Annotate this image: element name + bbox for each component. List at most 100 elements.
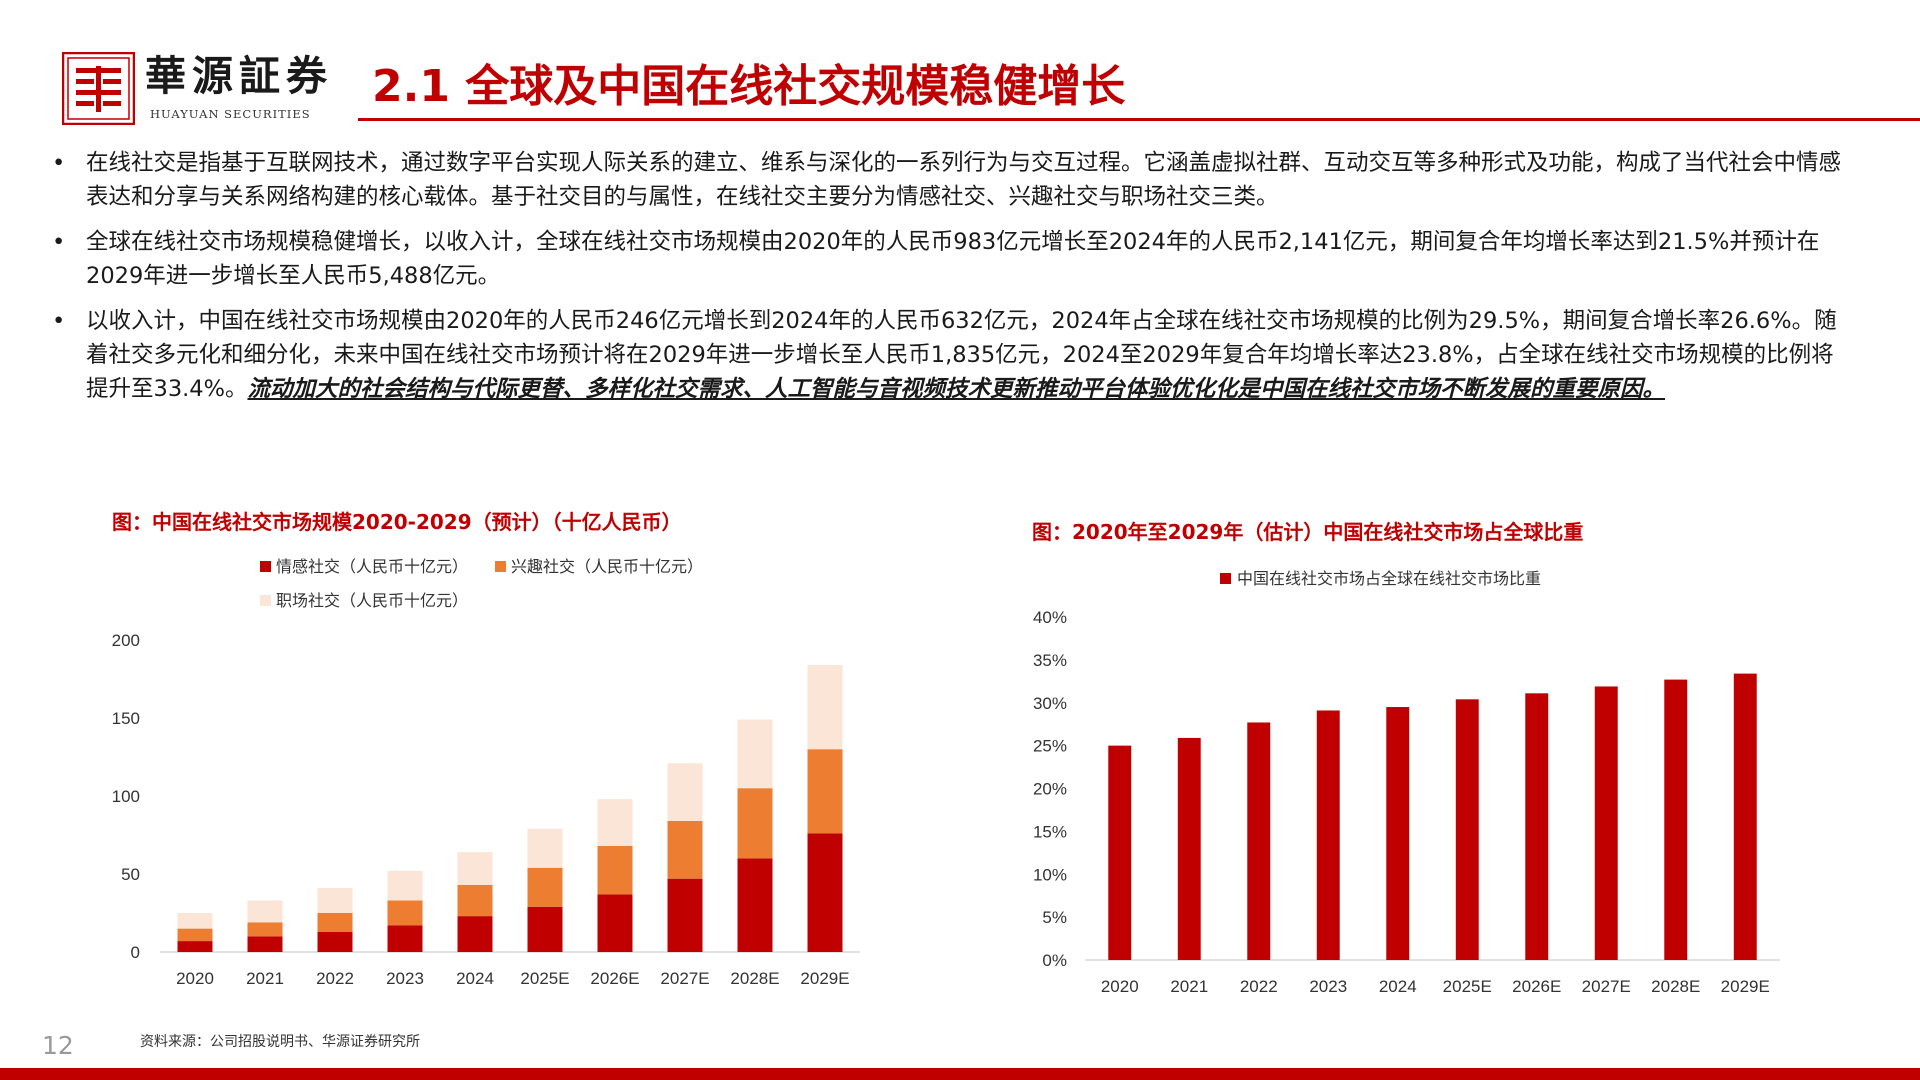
x-tick-label: 2026E (590, 969, 639, 988)
x-tick-label: 2027E (1582, 977, 1631, 996)
y-tick-label: 10% (1033, 865, 1067, 884)
page-number: 12 (42, 1031, 74, 1060)
bar-segment (737, 858, 773, 952)
bar (1177, 737, 1201, 960)
bar-segment (387, 925, 423, 952)
y-tick-label: 100 (112, 787, 140, 806)
bar-segment (247, 900, 283, 923)
bullet-text: 以收入计，中国在线社交市场规模由2020年的人民币246亿元增长到2024年的人… (86, 308, 1837, 402)
legend-swatch (260, 595, 271, 606)
y-tick-label: 35% (1033, 651, 1067, 670)
y-tick-label: 150 (112, 709, 140, 728)
bar-segment (667, 878, 703, 952)
bar-segment (317, 913, 353, 932)
bar-segment (457, 916, 493, 952)
y-tick-label: 15% (1033, 822, 1067, 841)
bar-segment (177, 913, 213, 929)
legend-label: 职场社交（人民币十亿元） (276, 592, 468, 610)
y-tick-label: 40% (1033, 608, 1067, 627)
bar-segment (807, 749, 843, 834)
page-title: 2.1 全球及中国在线社交规模稳健增长 (372, 61, 1126, 112)
right-chart-title: 图：2020年至2029年（估计）中国在线社交市场占全球比重 (1032, 520, 1584, 544)
bar-segment (317, 931, 353, 952)
bar-segment (807, 833, 843, 952)
y-tick-label: 20% (1033, 780, 1067, 799)
bar-segment (247, 922, 283, 937)
bar (1525, 693, 1549, 960)
x-tick-label: 2024 (1379, 977, 1417, 996)
bar (1594, 686, 1618, 960)
x-tick-label: 2027E (660, 969, 709, 988)
x-tick-label: 2023 (386, 969, 424, 988)
legend-swatch (260, 561, 271, 572)
bar-segment (807, 664, 843, 750)
x-tick-label: 2020 (176, 969, 214, 988)
bar-segment (667, 820, 703, 879)
x-tick-label: 2029E (1721, 977, 1770, 996)
bar-segment (247, 936, 283, 952)
bar-segment (457, 852, 493, 885)
bar (1247, 722, 1271, 960)
y-tick-label: 200 (112, 631, 140, 650)
x-tick-label: 2025E (520, 969, 569, 988)
bullet-emphasis: 流动加大的社会结构与代际更替、多样化社交需求、人工智能与音视频技术更新推动平台体… (247, 376, 1665, 402)
bar-segment (527, 906, 563, 952)
bar-segment (457, 884, 493, 917)
bar-segment (317, 888, 353, 913)
bullet-text: 在线社交是指基于互联网技术，通过数字平台实现人际关系的建立、维系与深化的一系列行… (86, 150, 1842, 210)
legend-swatch (495, 561, 506, 572)
bottom-bar (0, 1068, 1920, 1080)
x-tick-label: 2022 (316, 969, 354, 988)
bullet-item: 在线社交是指基于互联网技术，通过数字平台实现人际关系的建立、维系与深化的一系列行… (40, 146, 1850, 214)
legend-swatch (1220, 573, 1231, 584)
left-chart-title: 图：中国在线社交市场规模2020-2029（预计）（十亿人民币） (112, 510, 682, 534)
bullet-list: 在线社交是指基于互联网技术，通过数字平台实现人际关系的建立、维系与深化的一系列行… (40, 146, 1850, 417)
bar-segment (387, 870, 423, 901)
x-tick-label: 2023 (1309, 977, 1347, 996)
legend-label: 情感社交（人民币十亿元） (276, 558, 468, 576)
x-tick-label: 2028E (730, 969, 779, 988)
x-tick-label: 2028E (1651, 977, 1700, 996)
huayuan-logo-icon (62, 52, 135, 125)
share-bar-chart: 中国在线社交市场占全球在线社交市场比重 0% 5% 10% 15% 20% 25% 30% 35… (1033, 570, 1780, 996)
legend-label: 中国在线社交市场占全球在线社交市场比重 (1237, 570, 1541, 588)
x-tick-label: 2024 (456, 969, 494, 988)
y-tick-label: 25% (1033, 737, 1067, 756)
bar-segment (177, 941, 213, 952)
bar (1455, 699, 1479, 960)
bullet-item: 以收入计，中国在线社交市场规模由2020年的人民币246亿元增长到2024年的人… (40, 304, 1850, 406)
x-tick-label: 2020 (1101, 977, 1139, 996)
legend-label: 兴趣社交（人民币十亿元） (511, 558, 703, 576)
bar-segment (667, 763, 703, 821)
bar-segment (737, 719, 773, 789)
bar-segment (527, 867, 563, 907)
y-tick-label: 5% (1042, 908, 1067, 927)
x-tick-label: 2025E (1443, 977, 1492, 996)
bullet-text: 全球在线社交市场规模稳健增长，以收入计，全球在线社交市场规模由2020年的人民币… (86, 229, 1820, 289)
bar (1108, 745, 1132, 960)
brand-name: 華源証券 (145, 52, 333, 100)
y-tick-label: 50 (121, 865, 140, 884)
x-tick-label: 2021 (246, 969, 284, 988)
bar (1664, 679, 1688, 960)
x-tick-label: 2022 (1240, 977, 1278, 996)
stacked-bar-chart: 情感社交（人民币十亿元） 兴趣社交（人民币十亿元） 职场社交（人民币十亿元） 0 50 1… (112, 558, 860, 988)
bar-segment (177, 928, 213, 942)
bar (1733, 673, 1757, 960)
x-tick-label: 2026E (1512, 977, 1561, 996)
x-tick-label: 2021 (1170, 977, 1208, 996)
bar (1316, 710, 1340, 960)
source-note: 资料来源：公司招股说明书、华源证券研究所 (140, 1034, 420, 1050)
title-divider (358, 118, 1920, 121)
brand-name-english: HUAYUAN SECURITIES (150, 107, 311, 121)
bar-segment (387, 900, 423, 926)
bullet-item: 全球在线社交市场规模稳健增长，以收入计，全球在线社交市场规模由2020年的人民币… (40, 225, 1850, 293)
x-tick-label: 2029E (800, 969, 849, 988)
bar-segment (597, 799, 633, 846)
bar-segment (737, 788, 773, 859)
bar-segment (597, 845, 633, 895)
y-tick-label: 0% (1042, 951, 1067, 970)
bar-segment (597, 894, 633, 952)
y-tick-label: 30% (1033, 694, 1067, 713)
bar (1386, 707, 1410, 960)
